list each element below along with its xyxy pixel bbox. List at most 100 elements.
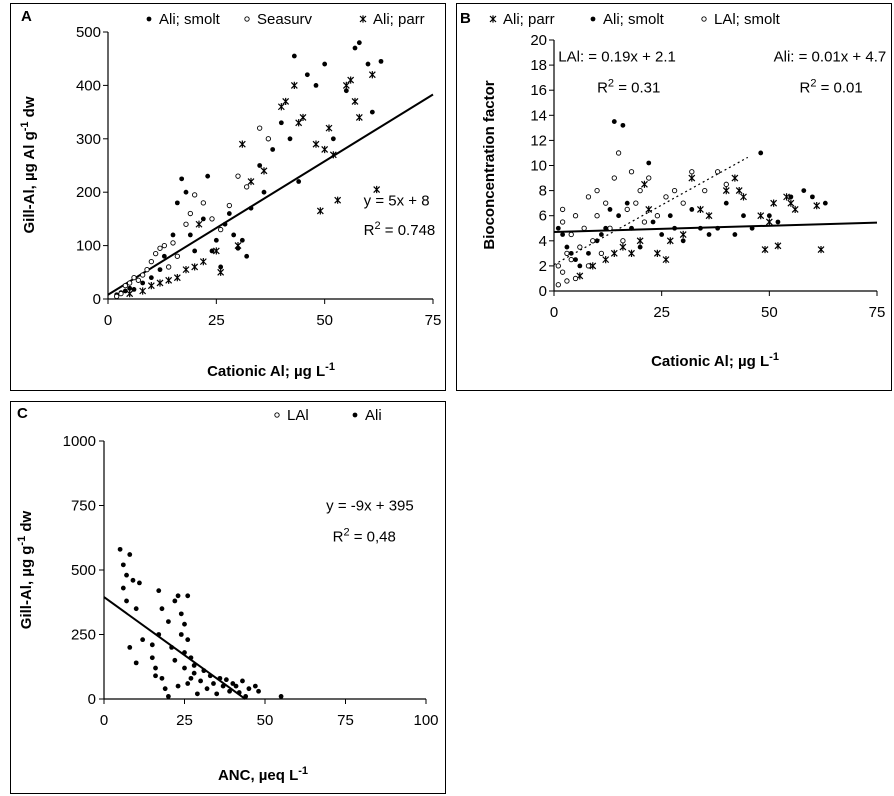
chart-b-data-point <box>564 250 570 257</box>
chart-b-data-point <box>801 188 807 194</box>
chart-c-data-point <box>207 673 213 679</box>
chart-b-data-point <box>761 245 769 254</box>
chart-b-data-point <box>822 200 828 206</box>
chart-c-data-point <box>223 677 229 683</box>
chart-a-legend-marker <box>359 15 367 23</box>
chart-panel-a: A 0 100 200 300 400 500 0 25 50 75 Cationic Al; µg … <box>10 3 446 391</box>
chart-a-data-point <box>131 274 137 281</box>
chart-b-data-point <box>619 243 627 251</box>
chart-b-data-point <box>607 225 613 231</box>
chart-b-data-point <box>654 213 661 219</box>
chart-c-data-point <box>156 588 162 594</box>
chart-a-data-point <box>195 220 203 228</box>
chart-a-legend-label: Seasurv <box>257 11 313 28</box>
chart-c-data-point <box>191 663 197 668</box>
chart-c-data-point <box>127 552 133 557</box>
chart-b-data-point <box>610 249 618 257</box>
chart-b-annotation-part: Ali: = 0.01x + 4.7 <box>774 48 887 65</box>
chart-a-data-point <box>153 250 159 257</box>
chart-a-x-tick-label: 50 <box>316 312 333 329</box>
chart-a-data-point <box>187 210 193 217</box>
chart-b-data-point <box>633 200 639 206</box>
chart-b-data-point <box>740 193 747 201</box>
chart-c-data-point <box>201 668 207 674</box>
chart-b-data-point <box>641 180 648 188</box>
chart-c-data-point <box>182 665 187 671</box>
chart-c-data-point <box>233 683 239 689</box>
chart-a-data-point <box>373 185 381 194</box>
chart-b-data-point <box>650 219 656 225</box>
chart-b-data-point <box>559 269 566 275</box>
chart-b-x-tick-label: 75 <box>869 304 886 321</box>
chart-b-data-point <box>722 187 730 195</box>
chart-b-annotation-part: LAl: = 0.19x + 2.1 <box>558 48 676 65</box>
chart-b-data-point <box>620 122 626 128</box>
chart-a-data-point <box>161 242 167 249</box>
chart-b-data-point <box>810 194 815 200</box>
chart-b-y-tick-label: 0 <box>539 283 547 300</box>
chart-c-data-point <box>191 670 197 676</box>
chart-a-data-point <box>200 200 206 206</box>
chart-a-data-point <box>144 266 150 273</box>
chart-b-data-point <box>594 187 600 194</box>
chart-b-data-point <box>611 175 617 181</box>
chart-b-data-point <box>555 225 561 231</box>
chart-a-data-point <box>174 200 180 206</box>
chart-c-y-tick-label: 750 <box>71 498 96 515</box>
chart-a-data-point <box>234 242 242 250</box>
chart-b-y-axis-label: Bioconcentration factor <box>481 80 498 249</box>
chart-c-data-point <box>252 683 258 689</box>
chart-b-x-tick-label: 25 <box>653 304 670 321</box>
chart-a-data-point <box>118 291 124 297</box>
chart-a-y-tick-label: 0 <box>93 291 101 308</box>
chart-b-data-point <box>581 225 587 231</box>
chart-b-data-point <box>732 232 738 237</box>
chart-b-y-tick-label: 2 <box>539 258 547 275</box>
chart-a-data-point <box>231 232 237 238</box>
chart-c-data-point <box>185 593 191 599</box>
chart-c-data-point <box>149 655 155 661</box>
chart-a-annotation: y = 5x + 8 <box>364 193 430 210</box>
chart-a-data-point <box>209 216 215 222</box>
chart-b-data-point <box>559 219 566 225</box>
chart-a-data-point <box>157 267 163 273</box>
chart-a-data-point <box>321 145 329 154</box>
chart-a-annotation-part: R <box>364 222 375 239</box>
chart-c-data-point <box>153 673 158 679</box>
chart-a-data-point <box>247 177 255 186</box>
chart-a-data-point <box>352 45 358 51</box>
chart-b-data-point <box>770 199 778 207</box>
chart-b-data-point <box>589 262 597 270</box>
chart-c-data-point <box>204 686 210 692</box>
chart-b-data-point <box>765 218 773 226</box>
chart-a-data-point <box>161 253 167 259</box>
chart-b-annotation-sup: 2 <box>608 78 614 90</box>
chart-a-data-point <box>217 268 225 276</box>
chart-c-data-point <box>211 681 216 686</box>
chart-c-x-tick-label: 75 <box>337 712 354 729</box>
chart-b-annotation-sup: 2 <box>810 78 816 90</box>
chart-c-data-point <box>175 683 181 689</box>
chart-c-x-axis-label: ANC, µeq L-1 <box>218 765 308 784</box>
chart-a-y-tick-label: 500 <box>76 24 101 41</box>
chart-c-legend-marker <box>274 412 280 418</box>
chart-b-data-point <box>715 169 721 175</box>
chart-c-data-point <box>246 686 252 692</box>
chart-c-panel-label: C <box>17 405 28 422</box>
chart-b-data-point <box>646 160 652 166</box>
chart-b-legend-label: Ali; smolt <box>603 11 665 28</box>
chart-b-data-point <box>663 194 669 200</box>
chart-c-data-point <box>198 678 204 684</box>
chart-a-data-point <box>334 196 342 204</box>
chart-b-data-point <box>817 245 825 254</box>
chart-b-data-point <box>564 244 570 250</box>
chart-b-data-point <box>585 194 592 200</box>
chart-a-data-point <box>287 136 293 142</box>
chart-b-data-point <box>766 213 772 219</box>
chart-b-data-point <box>559 206 566 213</box>
chart-a-data-point <box>131 286 137 292</box>
chart-b-annotation-part: = 0.01 <box>816 80 862 97</box>
chart-b-data-point <box>572 213 579 219</box>
chart-a-data-point <box>157 245 163 251</box>
chart-b-data-point <box>636 237 644 245</box>
